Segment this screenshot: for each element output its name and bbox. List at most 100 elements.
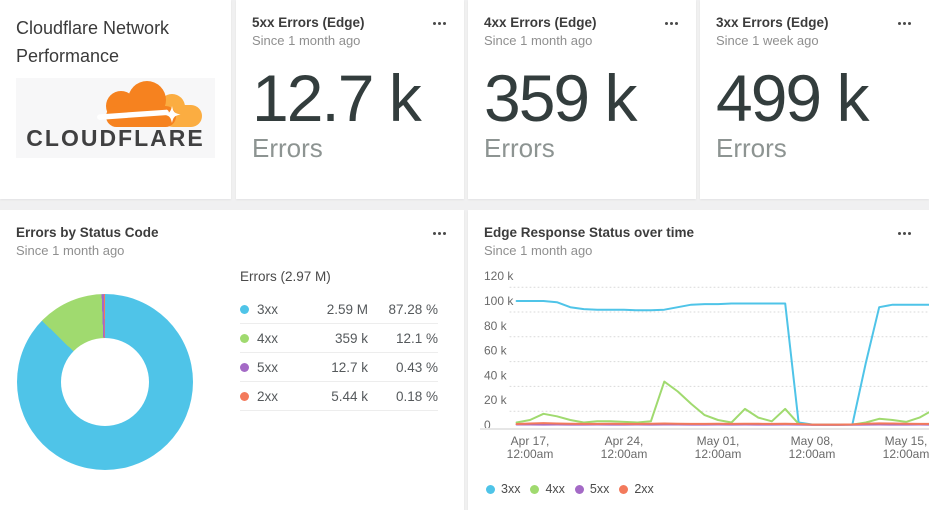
series-percent: 87.28 %	[388, 301, 438, 317]
series-label: 4xx	[257, 330, 279, 346]
donut-legend-row-4xx[interactable]: 4xx 359 k 12.1 %	[240, 324, 438, 353]
ellipsis-icon	[443, 22, 446, 25]
series-color-dot-icon	[574, 484, 584, 494]
card-subtitle: Since 1 month ago	[16, 243, 125, 258]
card-title: 3xx Errors (Edge)	[716, 15, 829, 30]
cloudflare-cloud-icon	[97, 81, 202, 127]
ellipsis-icon	[433, 232, 436, 235]
x-tick-label: 12:00am	[695, 447, 742, 461]
series-color-dot-icon	[240, 304, 249, 314]
series-color-dot-icon	[240, 333, 249, 343]
legend-item-5xx[interactable]: 5xx	[574, 482, 609, 496]
card-title: 5xx Errors (Edge)	[252, 15, 365, 30]
x-tick-label: 12:00am	[789, 447, 836, 461]
dashboard-title: Cloudflare Network Performance	[16, 18, 170, 66]
card-subtitle: Since 1 month ago	[252, 33, 361, 48]
y-tick-label: 20 k	[484, 393, 508, 407]
ellipsis-icon	[438, 22, 441, 25]
metric-value: 359 k	[484, 61, 637, 135]
x-tick-label: 12:00am	[507, 447, 554, 461]
cloudflare-logo: CLOUDFLARE	[16, 78, 215, 158]
donut-legend: Errors (2.97 M) 3xx 2.59 M 87.28 % 4xx 359 k…	[240, 268, 438, 411]
card-menu-button[interactable]	[896, 230, 913, 237]
y-tick-label: 60 k	[484, 344, 508, 358]
series-percent: 12.1 %	[395, 330, 438, 346]
card-title: Edge Response Status over time	[484, 225, 695, 240]
ellipsis-icon	[903, 232, 906, 235]
donut-chart[interactable]	[17, 294, 193, 470]
card-subtitle: Since 1 week ago	[716, 33, 819, 48]
y-tick-label: 100 k	[484, 294, 514, 308]
y-tick-label: 120 k	[484, 269, 514, 283]
metric-card-3xx: 3xx Errors (Edge) Since 1 week ago 499 k…	[700, 0, 929, 199]
series-color-dot-icon	[530, 484, 540, 494]
x-tick-label: 12:00am	[601, 447, 648, 461]
x-tick-label: May 08,	[791, 434, 834, 448]
metric-card-5xx: 5xx Errors (Edge) Since 1 month ago 12.7…	[236, 0, 464, 199]
card-menu-button[interactable]	[431, 20, 448, 27]
metric-unit: Errors	[252, 133, 323, 163]
ellipsis-icon	[908, 22, 911, 25]
donut-legend-rows: 3xx 2.59 M 87.28 % 4xx 359 k 12.1 % 5xx 12.7 k 0…	[240, 295, 438, 411]
series-line-4xx	[515, 380, 929, 426]
y-tick-label: 40 k	[484, 368, 508, 382]
series-label: 5xx	[257, 359, 279, 375]
donut-chart-card: Errors by Status Code Since 1 month ago …	[0, 210, 464, 510]
donut-legend-row-3xx[interactable]: 3xx 2.59 M 87.28 %	[240, 295, 438, 324]
series-value: 12.7 k	[331, 359, 368, 375]
series-value: 2.59 M	[326, 301, 368, 317]
metric-unit: Errors	[484, 133, 555, 163]
card-title: 4xx Errors (Edge)	[484, 15, 597, 30]
y-tick-label: 80 k	[484, 319, 508, 333]
legend-item-2xx[interactable]: 2xx	[619, 482, 654, 496]
ellipsis-icon	[443, 232, 446, 235]
card-subtitle: Since 1 month ago	[484, 243, 593, 258]
ellipsis-icon	[433, 22, 436, 25]
metric-value: 499 k	[716, 61, 869, 135]
series-line-2xx	[515, 422, 929, 426]
x-tick-label: Apr 17,	[511, 434, 550, 448]
x-tick-label: May 01,	[697, 434, 740, 448]
series-label: 3xx	[257, 301, 279, 317]
donut-legend-header: Errors (2.97 M)	[240, 269, 331, 284]
series-label: 3xx	[501, 482, 521, 496]
ellipsis-icon	[675, 22, 678, 25]
series-color-dot-icon	[486, 484, 495, 494]
timeseries-legend: 3xx 4xx 5xx 2xx	[486, 482, 654, 496]
series-label: 4xx	[545, 482, 565, 496]
card-menu-button[interactable]	[663, 20, 680, 27]
ellipsis-icon	[670, 22, 673, 25]
donut-legend-row-5xx[interactable]: 5xx 12.7 k 0.43 %	[240, 353, 438, 382]
y-tick-label: 0	[484, 418, 491, 432]
ellipsis-icon	[908, 232, 911, 235]
series-color-dot-icon	[240, 362, 249, 372]
donut-legend-row-2xx[interactable]: 2xx 5.44 k 0.18 %	[240, 382, 438, 411]
metric-unit: Errors	[716, 133, 787, 163]
donut-hole	[61, 338, 149, 426]
legend-item-3xx[interactable]: 3xx	[486, 482, 520, 496]
x-tick-label: May 15,	[885, 434, 928, 448]
legend-item-4xx[interactable]: 4xx	[530, 482, 565, 496]
ellipsis-icon	[898, 232, 901, 235]
series-percent: 0.18 %	[395, 388, 438, 404]
card-title: Errors by Status Code	[16, 225, 159, 240]
ellipsis-icon	[665, 22, 668, 25]
cloudflare-logo-text: CLOUDFLARE	[26, 125, 205, 151]
series-percent: 0.43 %	[395, 359, 438, 375]
series-color-dot-icon	[619, 484, 629, 494]
x-tick-label: 12:00am	[883, 447, 929, 461]
card-menu-button[interactable]	[896, 20, 913, 27]
metric-value: 12.7 k	[252, 61, 422, 135]
ellipsis-icon	[903, 22, 906, 25]
series-value: 5.44 k	[331, 388, 368, 404]
series-label: 2xx	[634, 482, 654, 496]
x-tick-label: Apr 24,	[605, 434, 644, 448]
timeseries-chart-card: Edge Response Status over time Since 1 m…	[468, 210, 929, 510]
header-card: Cloudflare Network Performance CLOUDFLAR…	[0, 0, 231, 199]
metric-card-4xx: 4xx Errors (Edge) Since 1 month ago 359 …	[468, 0, 696, 199]
card-menu-button[interactable]	[431, 230, 448, 237]
series-value: 359 k	[334, 330, 368, 346]
series-color-dot-icon	[240, 391, 249, 401]
ellipsis-icon	[438, 232, 441, 235]
